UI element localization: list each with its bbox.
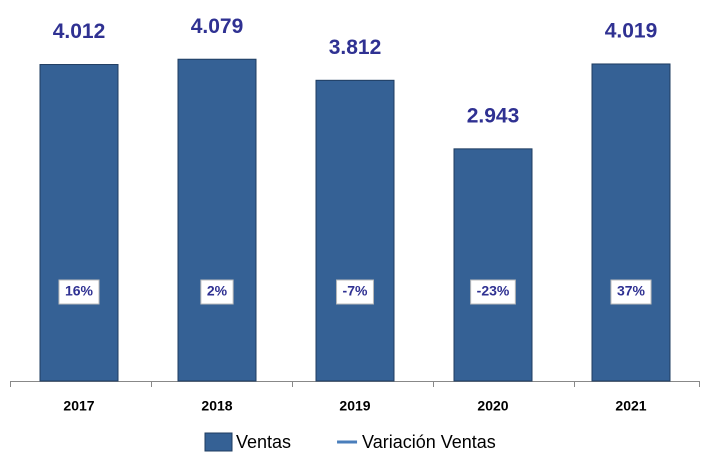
legend-swatch <box>204 432 233 452</box>
variation-marker <box>336 279 374 305</box>
variation-marker <box>470 279 516 305</box>
data-label: 2.943 <box>467 104 520 127</box>
data-label: 4.019 <box>605 20 658 43</box>
bar <box>453 148 533 382</box>
data-label: 4.079 <box>191 15 244 38</box>
variation-marker <box>610 279 652 305</box>
variation-marker <box>58 279 100 305</box>
variation-label: -23% <box>477 283 510 299</box>
x-tick-label: 2017 <box>63 398 94 414</box>
bar <box>177 58 257 382</box>
bar <box>591 63 671 382</box>
legend-label: Ventas <box>236 432 291 452</box>
variation-label: 16% <box>65 283 94 299</box>
x-tick-label: 2018 <box>201 398 232 414</box>
variation-label: 2% <box>207 283 228 299</box>
bar <box>39 64 119 382</box>
x-tick-label: 2020 <box>477 398 508 414</box>
x-tick-label: 2021 <box>615 398 646 414</box>
x-axis <box>10 381 700 387</box>
x-tick-label: 2019 <box>339 398 370 414</box>
variation-label: 37% <box>617 283 646 299</box>
legend-label: Variación Ventas <box>362 432 496 452</box>
data-label: 3.812 <box>329 36 382 59</box>
variation-label: -7% <box>343 283 368 299</box>
bar <box>315 79 395 382</box>
data-label: 4.012 <box>53 20 106 43</box>
variation-marker <box>200 279 234 305</box>
